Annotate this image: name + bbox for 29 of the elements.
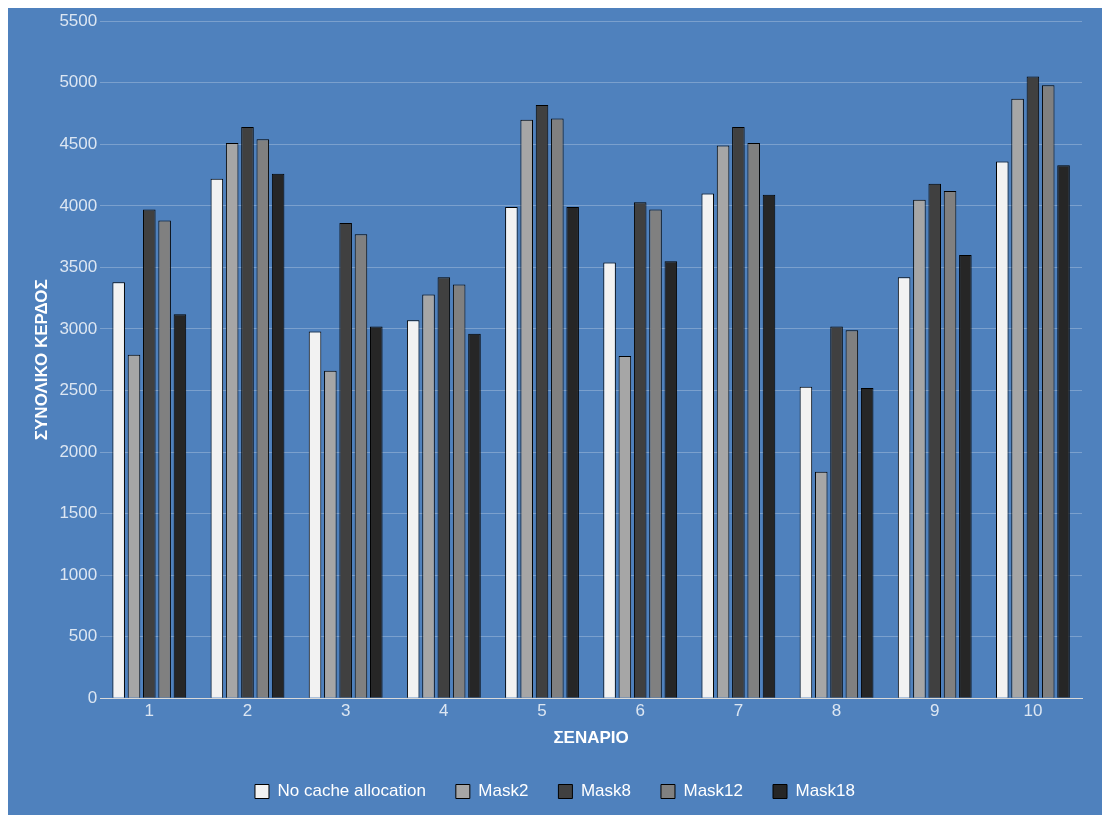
x-tick-label: 10 (1023, 701, 1043, 721)
x-tick-label: 2 (242, 701, 253, 721)
y-tick-label: 1000 (59, 564, 98, 584)
y-tick-label: 0 (87, 687, 98, 707)
y-tick-label: 500 (68, 626, 98, 646)
y-tick-label: 2500 (59, 380, 98, 400)
x-tick-label: 1 (144, 701, 155, 721)
y-tick-label: 4000 (59, 195, 98, 215)
y-tick-label: 3000 (59, 318, 98, 338)
x-tick-label: 9 (930, 701, 940, 721)
y-axis-title: ΣΥΝΟΛΙΚΟ ΚΕΡΔΟΣ (31, 279, 51, 441)
x-tick-label: 8 (831, 701, 842, 721)
legend-label: Mask18 (795, 781, 856, 801)
y-tick-label: 3500 (59, 257, 98, 277)
legend-label: Mask2 (478, 781, 529, 801)
y-tick-label: 5000 (59, 72, 98, 92)
x-tick-label: 3 (340, 701, 351, 721)
x-tick-label: 6 (635, 701, 645, 721)
y-tick-label: 4500 (59, 133, 98, 153)
y-tick-label: 2000 (59, 441, 98, 461)
legend-label: Mask12 (683, 781, 744, 801)
y-tick-label: 1500 (59, 503, 98, 523)
legend-label: Mask8 (580, 781, 631, 801)
legend-label: No cache allocation (277, 781, 426, 801)
x-tick-label: 4 (439, 701, 449, 721)
x-axis-title: ΣΕΝΑΡΙΟ (553, 728, 629, 748)
y-tick-label: 5500 (59, 10, 98, 30)
x-tick-label: 7 (733, 701, 744, 721)
x-tick-label: 5 (537, 701, 547, 721)
